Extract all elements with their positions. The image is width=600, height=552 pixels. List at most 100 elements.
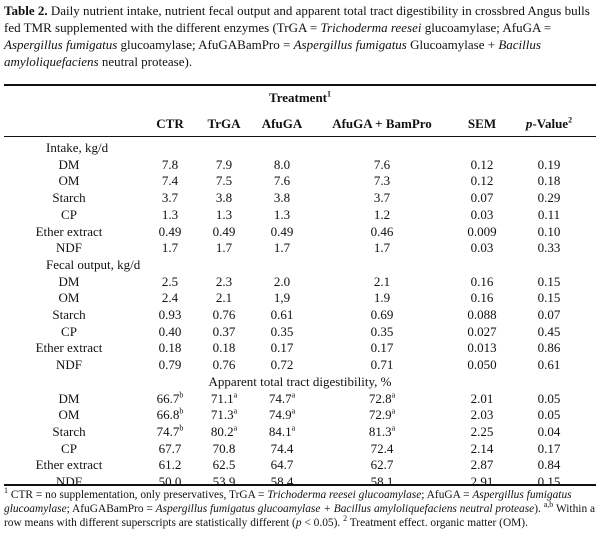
table-row: Starch 0.93 0.76 0.61 0.69 0.088 0.07 xyxy=(0,306,600,323)
cell-p: 0.19 xyxy=(538,156,561,173)
column-header-trga: TrGA xyxy=(207,116,241,131)
cell-value: 2.1 xyxy=(215,290,233,306)
row-label: Ether extract xyxy=(35,223,103,239)
row-label: Ether extract xyxy=(35,340,103,356)
cell-value: 0.72 xyxy=(270,357,294,373)
table-row: DM 66.7b 71.1a 74.7a 72.8a 2.01 0.05 xyxy=(0,390,600,407)
header-rule xyxy=(4,136,596,137)
row-label: OM xyxy=(58,290,80,306)
cell-p: 0.15 xyxy=(538,289,561,306)
table-row: DM 7.8 7.9 8.0 7.6 0.12 0.19 xyxy=(0,156,600,173)
cell-value: 74.4 xyxy=(270,440,294,456)
cell-value: 2.1 xyxy=(373,273,391,289)
section-title: Fecal output, kg/d xyxy=(46,256,141,272)
cell-sem: 0.088 xyxy=(467,306,496,323)
cell-value: 0.11 xyxy=(537,206,561,222)
row-label: Starch xyxy=(52,423,86,439)
treatment-footnote-marker: 1 xyxy=(327,89,331,99)
cell-afuga: 1.7 xyxy=(274,239,290,256)
significance-superscript: a xyxy=(233,406,238,416)
cell-sem: 0.027 xyxy=(467,323,496,340)
cell-ctr: 2.5 xyxy=(162,273,178,290)
cell-trga: 80.2a xyxy=(211,423,237,440)
caption-species: Bacillus amyloliquefaciens xyxy=(4,37,541,69)
table-row: OM 66.8b 71.3a 74.9a 72.9a 2.03 0.05 xyxy=(0,406,600,423)
caption-text: glucoamylase; AfuGA = xyxy=(421,20,552,35)
cell-sem: 2.87 xyxy=(471,456,494,473)
cell-value: 1,9 xyxy=(273,290,291,306)
cell-value: 7.5 xyxy=(215,173,233,189)
column-header-afuga-bampro: AfuGA + BamPro xyxy=(332,116,432,131)
cell-p: 0.05 xyxy=(538,390,561,407)
cell-value: 0.07 xyxy=(537,307,561,322)
cell-value: 7.8 xyxy=(161,156,179,172)
cell-ctr: 0.49 xyxy=(159,223,182,240)
cell-value: 0.76 xyxy=(212,307,236,322)
row-label: Ether extract xyxy=(35,457,103,473)
cell-value: 0.10 xyxy=(537,223,561,239)
cell-bampro: 81.3a xyxy=(369,423,395,440)
cell-value: 1.3 xyxy=(215,206,233,222)
cell-value: 1.9 xyxy=(373,290,391,306)
cell-value: 0.37 xyxy=(212,323,236,339)
footnote-p: p xyxy=(295,517,302,529)
table-row: CP 1.3 1.3 1.3 1.2 0.03 0.11 xyxy=(0,206,600,223)
cell-bampro: 72.9a xyxy=(369,406,395,423)
cell-value: 3.8 xyxy=(215,190,233,206)
cell-value: 3.7 xyxy=(161,190,179,206)
cell-trga: 1.3 xyxy=(216,206,232,223)
footnote-marker: 1 xyxy=(4,486,8,496)
cell-p: 0.45 xyxy=(538,323,561,340)
cell-value: 0.35 xyxy=(370,323,394,339)
cell-value: 80.2 xyxy=(210,423,234,439)
cell-value: 7.9 xyxy=(215,156,233,172)
section-title: Intake, kg/d xyxy=(46,140,109,155)
cell-p: 0.86 xyxy=(538,339,561,356)
cell-p: 0.11 xyxy=(538,206,560,223)
row-label: CP xyxy=(61,440,77,456)
cell-value: 0.013 xyxy=(467,340,497,356)
column-header-sem: SEM xyxy=(467,116,497,131)
cell-value: 74.7 xyxy=(156,423,180,439)
cell-afuga: 64.7 xyxy=(271,456,294,473)
cell-bampro: 1.9 xyxy=(374,289,390,306)
table-top-rule xyxy=(4,84,596,86)
caption-text: Daily nutrient intake, nutrient fecal ou… xyxy=(4,3,590,35)
cell-value: 1.3 xyxy=(161,206,179,222)
significance-superscript: a xyxy=(291,423,296,433)
cell-p: 0.33 xyxy=(538,239,561,256)
cell-value: 0.49 xyxy=(158,223,182,239)
cell-value: 2.91 xyxy=(470,474,494,489)
table-caption: Table 2. Daily nutrient intake, nutrient… xyxy=(4,2,596,70)
cell-value: 7.6 xyxy=(373,156,391,172)
cell-value: 0.45 xyxy=(537,323,561,339)
cell-value: 50.0 xyxy=(158,474,182,489)
cell-sem: 0.009 xyxy=(467,223,496,240)
cell-value: 3.7 xyxy=(373,190,391,206)
cell-value: 0.12 xyxy=(470,173,494,189)
cell-value: 0.07 xyxy=(470,190,494,206)
cell-ctr: 0.79 xyxy=(159,356,182,373)
table-row: DM 2.5 2.3 2.0 2.1 0.16 0.15 xyxy=(0,273,600,290)
footnote-text: CTR = no supplementation, only preservat… xyxy=(8,489,268,501)
cell-ctr: 7.8 xyxy=(162,156,178,173)
footnote-text: Treatment effect. organic matter (OM). xyxy=(347,517,528,529)
cell-ctr: 1.3 xyxy=(162,206,178,223)
cell-value: 7.6 xyxy=(273,173,291,189)
cell-sem: 0.013 xyxy=(467,339,496,356)
cell-bampro: 7.6 xyxy=(374,156,390,173)
pvalue-footnote-marker: 2 xyxy=(568,115,573,125)
cell-value: 0.12 xyxy=(470,156,494,172)
significance-superscript: a xyxy=(291,390,296,400)
cell-value: 2.5 xyxy=(161,273,179,289)
cell-afuga: 0.61 xyxy=(271,306,294,323)
cell-bampro: 2.1 xyxy=(374,273,390,290)
column-header-pvalue: p-Value2 xyxy=(526,116,572,132)
cell-bampro: 0.17 xyxy=(371,339,394,356)
cell-sem: 2.25 xyxy=(471,423,494,440)
cell-value: 0.76 xyxy=(212,357,236,373)
cell-ctr: 0.93 xyxy=(159,306,182,323)
cell-value: 74.7 xyxy=(268,390,292,406)
cell-value: 53.9 xyxy=(212,474,236,489)
cell-value: 0.15 xyxy=(537,273,561,289)
